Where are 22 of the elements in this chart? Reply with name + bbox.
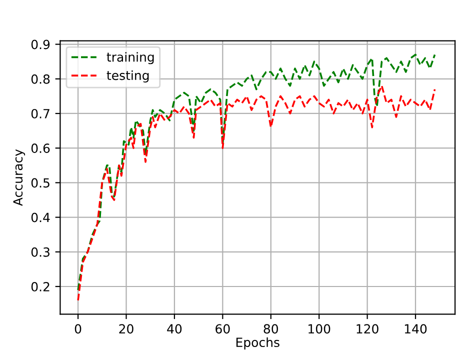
y-tick-label: 0.9 <box>31 40 50 50</box>
line-series <box>77 54 436 291</box>
x-tick-label: 80 <box>264 324 278 334</box>
y-tick-label: 0.2 <box>31 282 50 292</box>
x-tick-label: 100 <box>308 324 330 334</box>
x-tick-label: 40 <box>167 324 182 334</box>
y-tick-label: 0.5 <box>31 178 50 188</box>
y-axis-title: Accuracy <box>13 149 26 206</box>
y-tick-label: 0.8 <box>31 74 50 84</box>
x-tick-label: 20 <box>119 324 134 334</box>
x-tick-label: 140 <box>404 324 427 334</box>
legend-label: testing <box>106 70 149 83</box>
y-tick-label: 0.7 <box>31 108 50 118</box>
y-tick-label: 0.3 <box>31 247 50 257</box>
y-tick-label: 0.4 <box>31 212 50 222</box>
x-tick-label: 60 <box>216 324 230 334</box>
y-tick-label: 0.6 <box>31 144 50 154</box>
x-tick-label: 120 <box>356 324 378 334</box>
x-tick-label: 0 <box>74 324 82 334</box>
legend-label: training <box>106 52 154 64</box>
x-axis-title: Epochs <box>236 337 280 350</box>
line-series <box>77 84 436 302</box>
